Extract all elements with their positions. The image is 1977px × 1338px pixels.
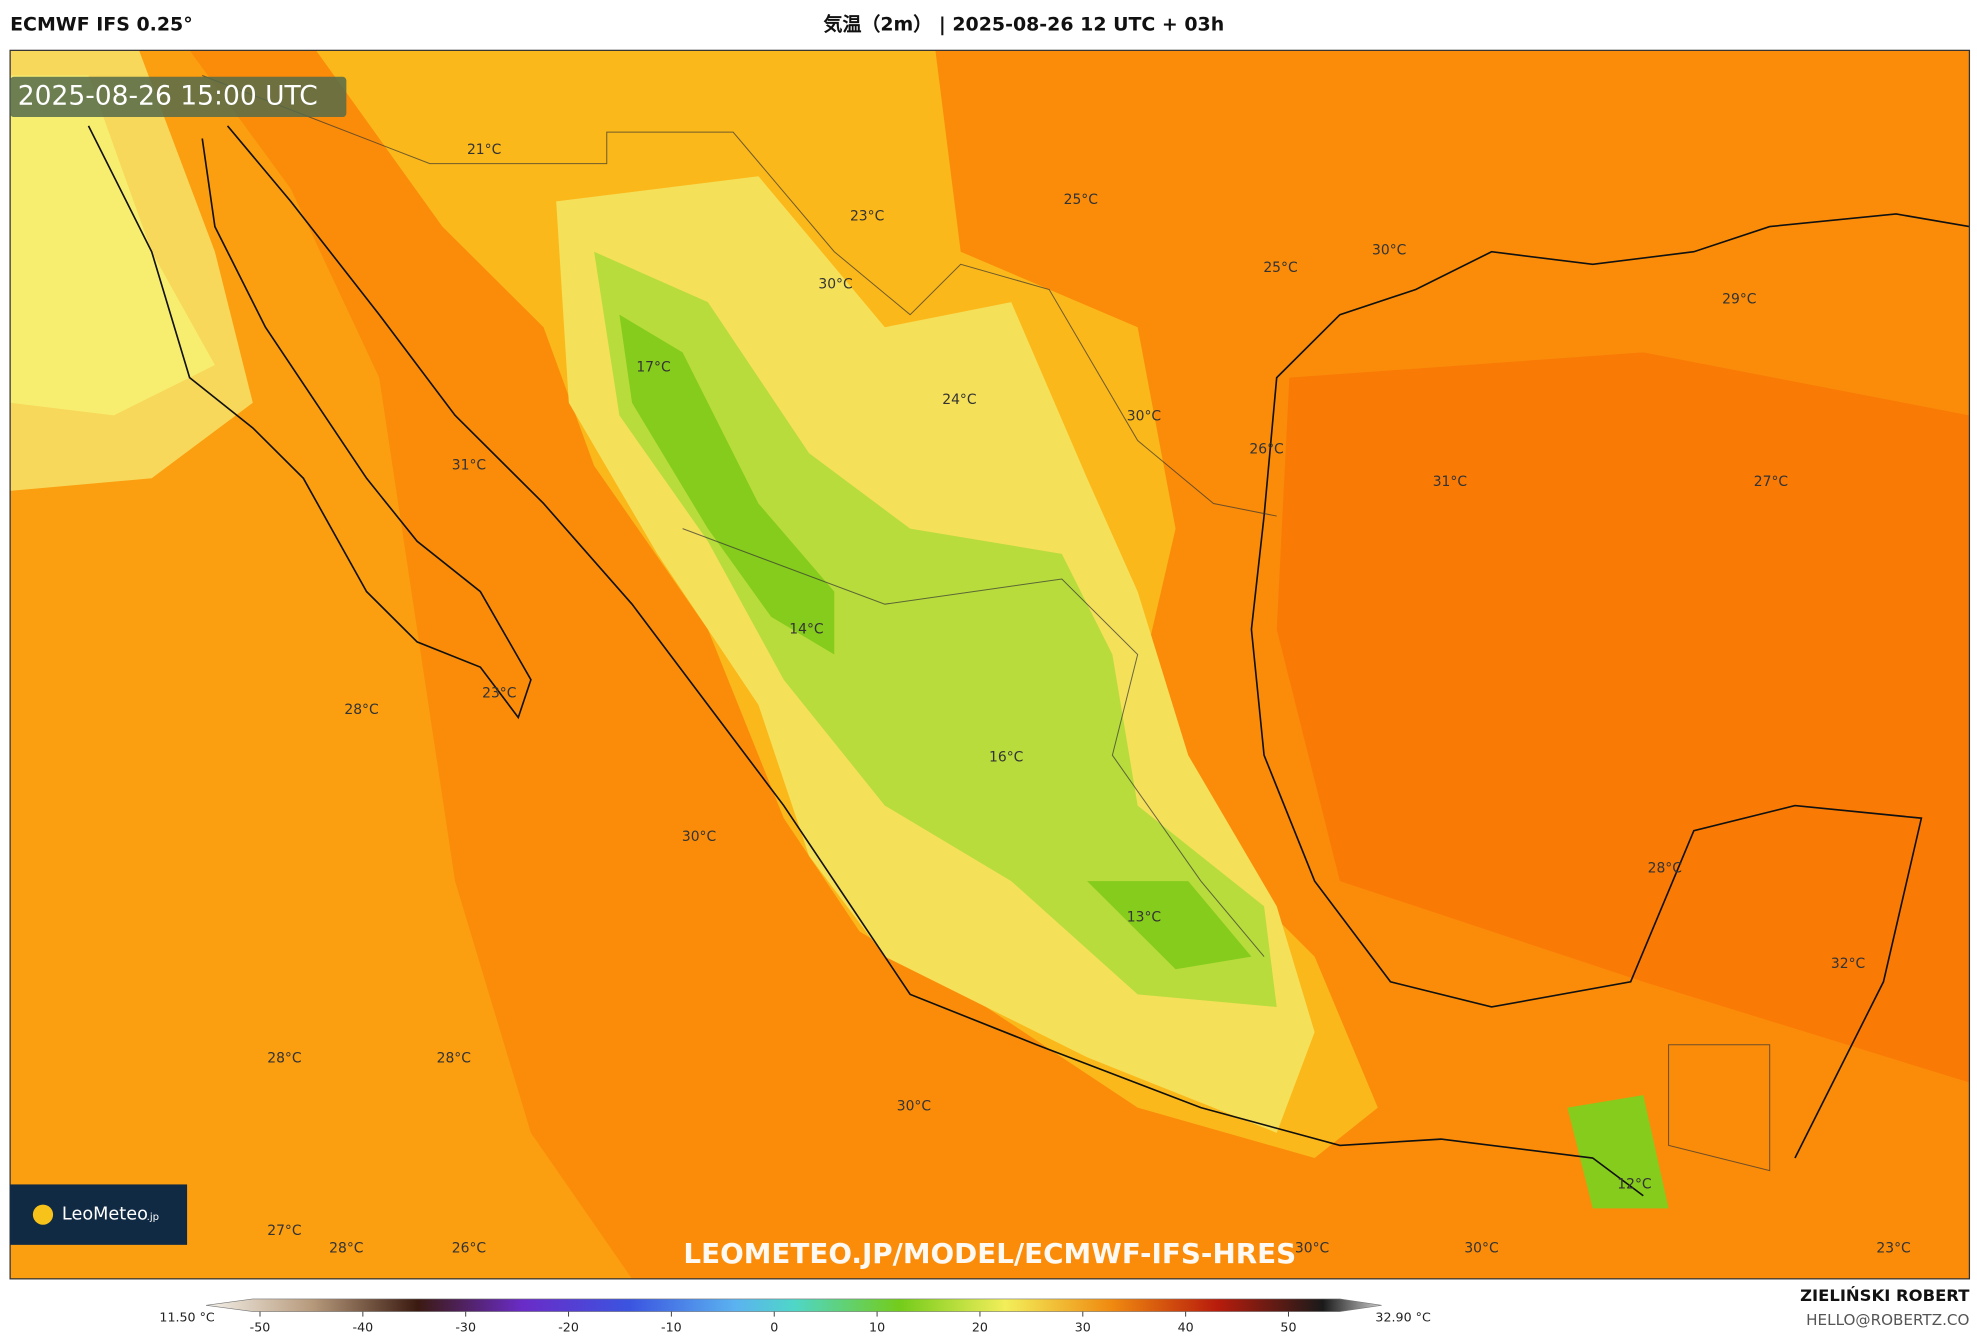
temperature-label: 30°C	[1295, 1241, 1329, 1257]
temperature-label: 23°C	[850, 209, 884, 225]
temperature-label: 31°C	[1433, 474, 1467, 490]
colorbar-tick-label: 0	[770, 1319, 778, 1334]
temperature-label: 30°C	[1464, 1241, 1498, 1257]
temperature-label: 31°C	[452, 458, 486, 474]
watermark: LEOMETEO.JP/MODEL/ECMWF-IFS-HRES	[683, 1237, 1296, 1270]
temperature-label: 23°C	[1876, 1241, 1910, 1257]
temperature-label: 25°C	[1064, 192, 1098, 208]
temperature-label: 27°C	[267, 1223, 301, 1239]
temperature-label: 25°C	[1263, 260, 1297, 276]
colorbar-tick-label: -50	[250, 1319, 271, 1334]
temperature-label: 27°C	[1754, 474, 1788, 490]
temperature-label: 28°C	[329, 1241, 363, 1257]
temperature-label: 28°C	[437, 1051, 471, 1067]
temperature-label: 24°C	[942, 392, 976, 408]
logo-suffix: .jp	[147, 1212, 159, 1223]
timestamp-box	[10, 76, 347, 118]
temperature-label: 23°C	[482, 686, 516, 702]
temperature-label: 28°C	[267, 1051, 301, 1067]
temperature-label: 30°C	[682, 829, 716, 845]
logo-sun	[32, 1204, 54, 1225]
temperature-label: 32°C	[1831, 956, 1865, 972]
temperature-label: 30°C	[1372, 242, 1406, 258]
map-frame	[9, 49, 1971, 1280]
colorbar-tick-label: -30	[455, 1319, 476, 1334]
colorbar-tick-label: 50	[1280, 1319, 1296, 1334]
temperature-label: 26°C	[452, 1241, 486, 1257]
colorbar-tick-label: -10	[661, 1319, 682, 1334]
temperature-label: 21°C	[467, 142, 501, 158]
temperature-label: 13°C	[1127, 910, 1161, 926]
cool-ocean-core	[10, 75, 215, 416]
colorbar-tick-label: 20	[972, 1319, 988, 1334]
highland-green	[594, 251, 1277, 1007]
temperature-label: 17°C	[636, 360, 670, 376]
temperature-label: 30°C	[818, 276, 852, 292]
temperature-label: 16°C	[989, 750, 1023, 766]
temperature-label: 28°C	[344, 702, 378, 718]
map-title: 気温（2m） | 2025-08-26 12 UTC + 03h	[824, 13, 1225, 36]
logo-name: LeoMeteo	[62, 1205, 148, 1225]
map	[10, 50, 1970, 1279]
min-label: 11.50 °C	[159, 1309, 215, 1324]
colorbar-tick-label: -40	[353, 1319, 374, 1334]
colorbar-tick-label: 30	[1075, 1319, 1091, 1334]
colorbar	[206, 1298, 1382, 1312]
model-name: ECMWF IFS 0.25°	[10, 14, 193, 36]
author: ZIELIŃSKI ROBERT	[1800, 1286, 1970, 1305]
timestamp: 2025-08-26 15:00 UTC	[18, 80, 318, 111]
temperature-label: 30°C	[1127, 409, 1161, 425]
temperature-label: 14°C	[789, 621, 823, 637]
temperature-label: 12°C	[1617, 1176, 1651, 1192]
colorbar-tick-label: 10	[869, 1319, 885, 1334]
temperature-label: 30°C	[897, 1098, 931, 1114]
colorbar-tick-label: 40	[1178, 1319, 1194, 1334]
max-label: 32.90 °C	[1375, 1309, 1431, 1324]
borders	[202, 75, 1771, 1172]
gulf-warm	[1276, 352, 1970, 1083]
coastlines	[87, 125, 1970, 1197]
temperature-label: 28°C	[1648, 861, 1682, 877]
colorbar-tick-label: -20	[558, 1319, 579, 1334]
temperature-label: 29°C	[1722, 292, 1756, 308]
temperature-label: 26°C	[1249, 441, 1283, 457]
email: HELLO@ROBERTZ.CO	[1806, 1311, 1969, 1329]
